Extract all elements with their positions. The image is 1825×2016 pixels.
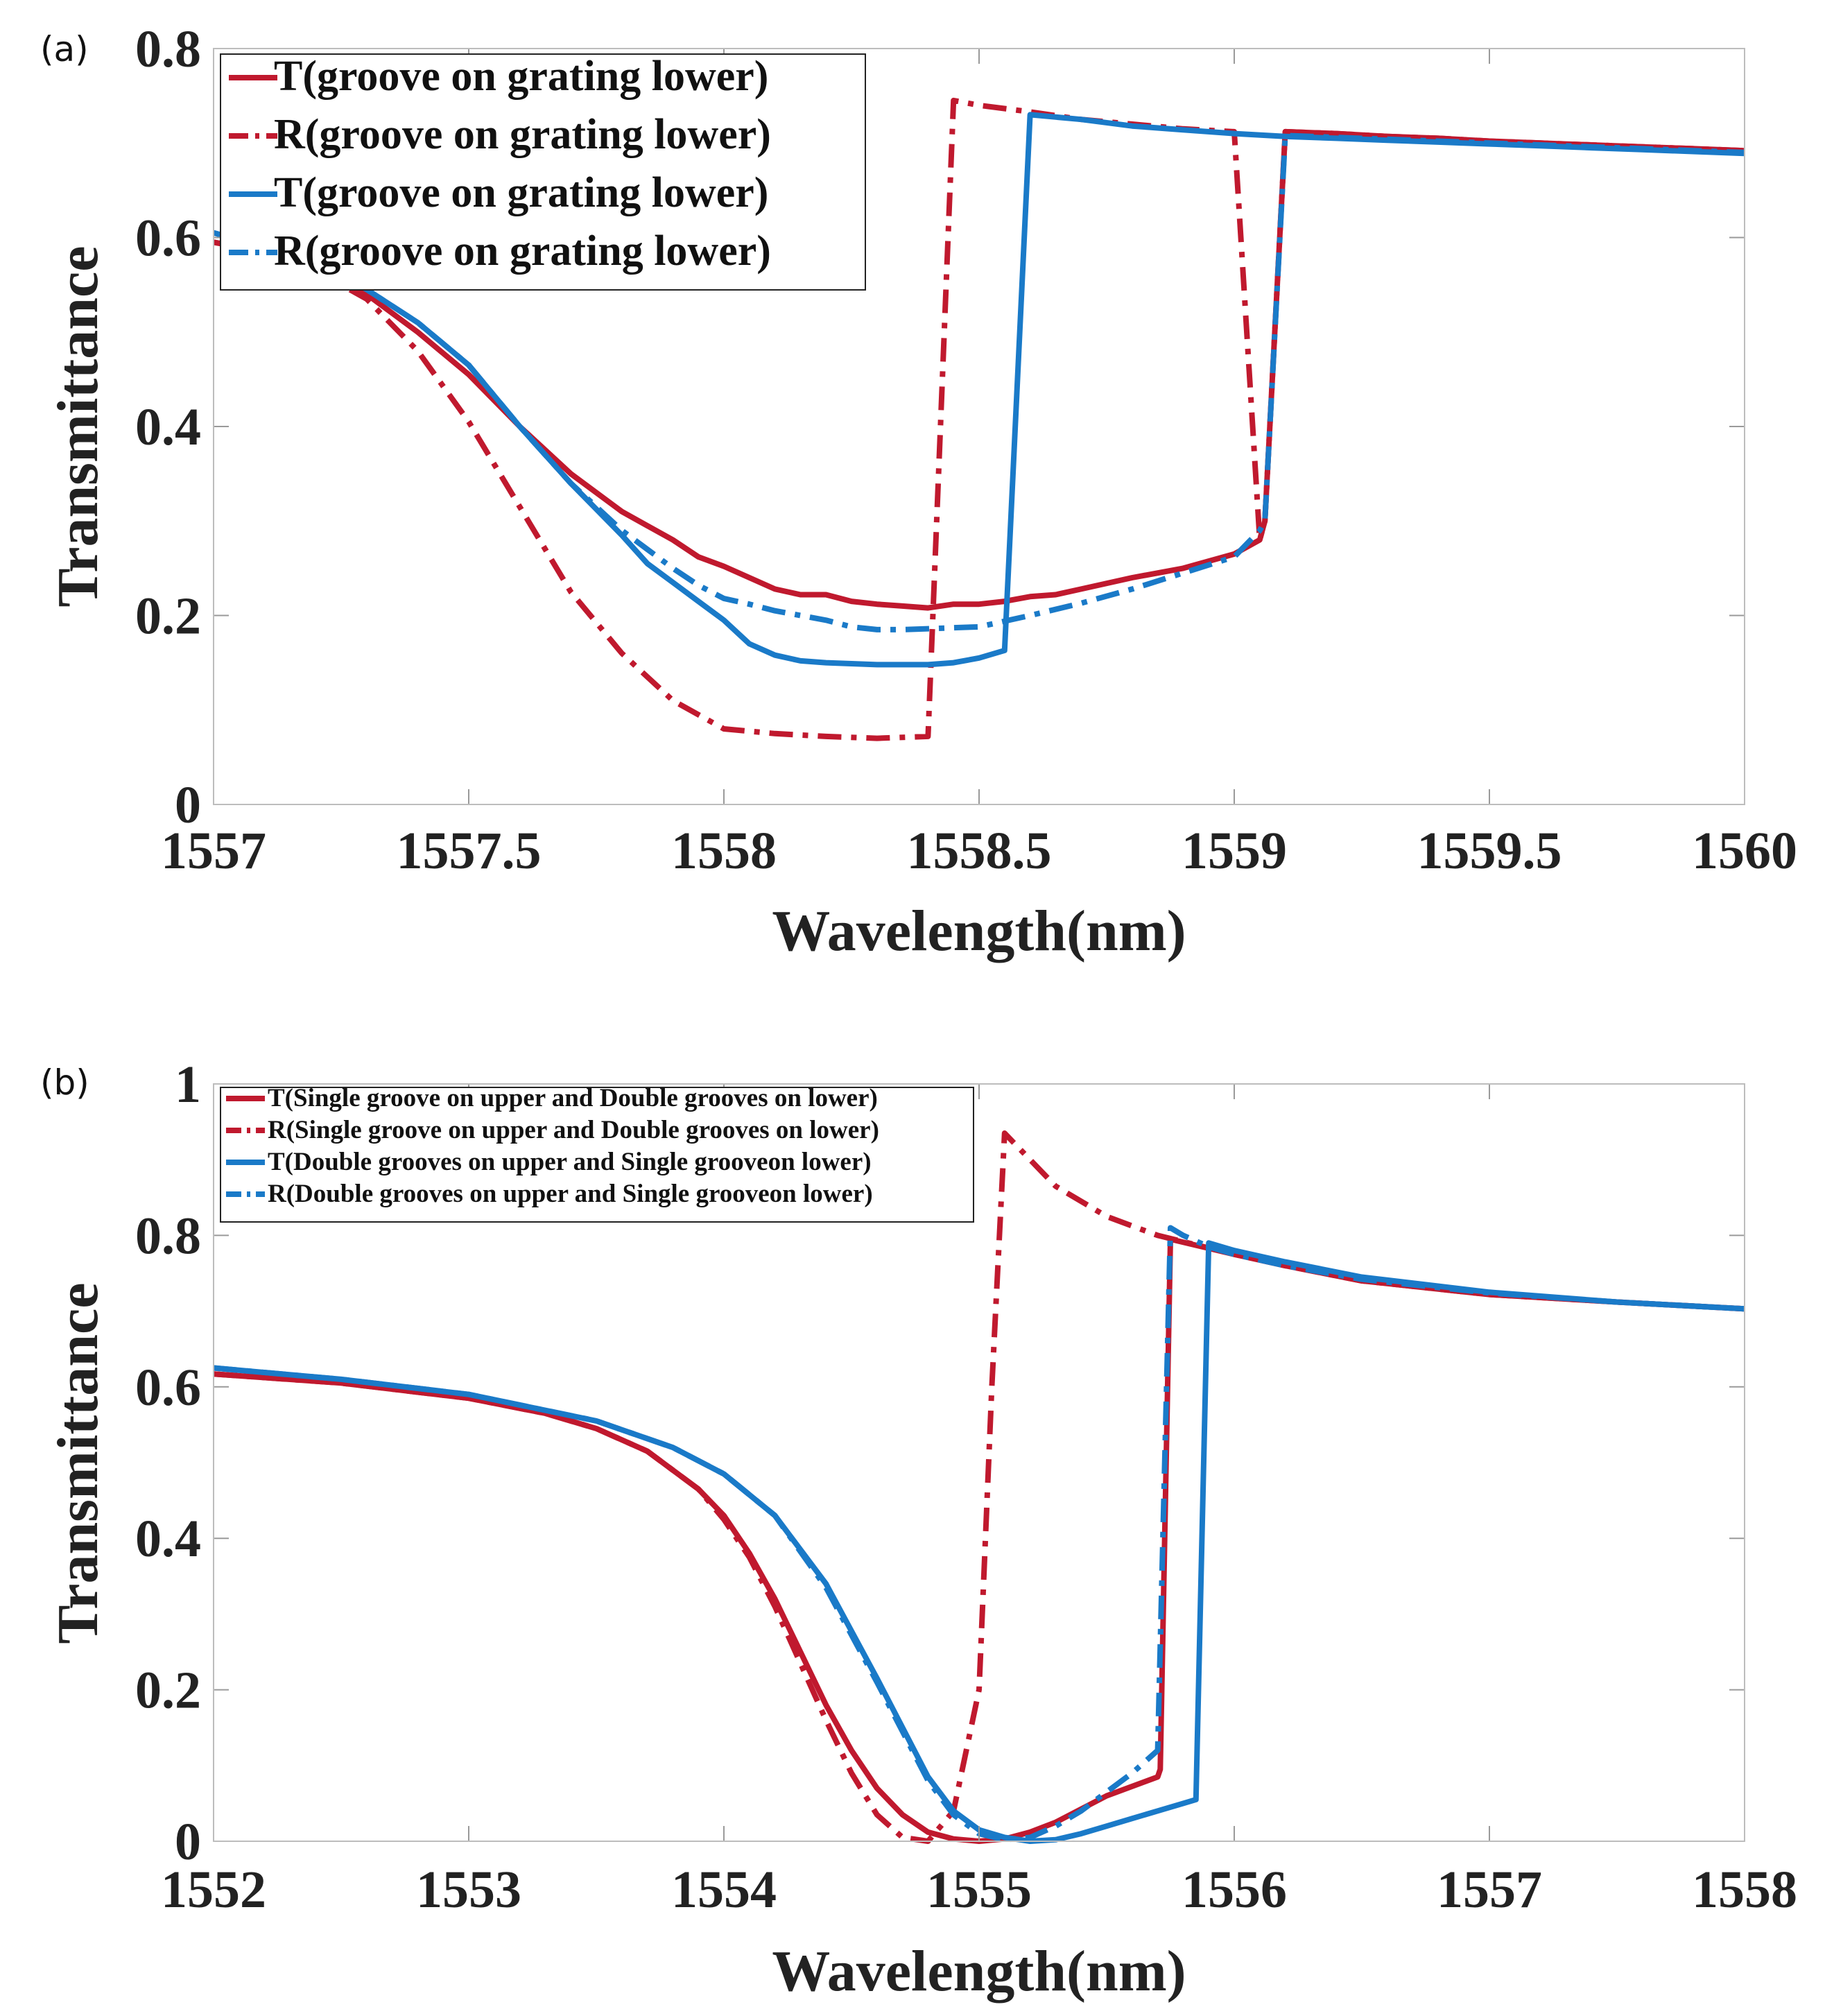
x-tick-label-a: 1560 xyxy=(1692,822,1797,880)
x-axis-title-b: Wavelength(nm) xyxy=(772,1939,1186,2004)
x-tick-label-b: 1556 xyxy=(1182,1861,1287,1919)
panel-b: (b) 1552 1553 1554 1555 1556 1557 1558 0 0.2 0.4 0… xyxy=(40,1056,1797,2004)
legend-b: T(Single groove on upper and Double groo… xyxy=(220,1084,974,1223)
x-axis-title-a: Wavelength(nm) xyxy=(772,899,1186,963)
y-axis-title-b: Transmittance xyxy=(46,1282,110,1644)
tick-layer-a: 1557 1557.5 1558 1558.5 1559 1559.5 1560 0 0.2 0.… xyxy=(135,20,1797,880)
legend-label-a-2: R(groove on grating lower) xyxy=(274,111,771,158)
series-layer-a xyxy=(212,97,1745,741)
x-tick-label-a: 1558 xyxy=(671,822,777,880)
legend-label-b-2: R(Single groove on upper and Double groo… xyxy=(268,1116,879,1144)
plot-frame-a xyxy=(213,48,1745,805)
x-tick-label-b: 1555 xyxy=(926,1861,1032,1919)
legend-label-a-3: T(groove on grating lower) xyxy=(274,169,768,216)
legend-label-b-4: R(Double grooves on upper and Single gro… xyxy=(268,1180,873,1208)
series-line-b-1 xyxy=(213,1236,1745,1844)
y-tick-label-a: 0.8 xyxy=(135,20,201,78)
legend-box-a xyxy=(220,53,866,291)
x-tick-label-a: 1559 xyxy=(1182,822,1287,880)
y-tick-label-a: 0.4 xyxy=(135,398,201,456)
y-tick-label-b: 0.2 xyxy=(135,1662,201,1720)
series-layer-b xyxy=(213,1130,1745,1844)
x-tick-label-b: 1557 xyxy=(1437,1861,1542,1919)
y-tick-label-b: 0 xyxy=(175,1813,201,1871)
y-tick-label-a: 0 xyxy=(175,776,201,834)
x-tick-label-b: 1558 xyxy=(1692,1861,1797,1919)
panel-label-b: (b) xyxy=(40,1062,89,1103)
x-tick-label-b: 1554 xyxy=(671,1861,777,1919)
y-tick-label-a: 0.2 xyxy=(135,587,201,646)
x-tick-label-a: 1559.5 xyxy=(1417,822,1562,880)
legend-label-b-3: T(Double grooves on upper and Single gro… xyxy=(268,1148,872,1176)
legend-label-a-1: T(groove on grating lower) xyxy=(274,53,768,100)
y-axis-title-a: Transmittance xyxy=(46,245,110,607)
series-line-a-2 xyxy=(213,97,1745,741)
y-tick-label-b: 0.6 xyxy=(135,1359,201,1417)
legend-label-b-1: T(Single groove on upper and Double groo… xyxy=(268,1084,878,1112)
panel-label-a: (a) xyxy=(40,29,89,69)
series-line-b-3 xyxy=(213,1240,1745,1844)
legend-a: T(groove on grating lower) R(groove on gr… xyxy=(220,53,866,291)
y-tick-label-b: 0.4 xyxy=(135,1510,201,1568)
series-line-a-4 xyxy=(212,132,1745,632)
x-tick-label-b: 1552 xyxy=(161,1861,266,1919)
y-tick-label-b: 1 xyxy=(175,1056,201,1114)
x-tick-label-a: 1557 xyxy=(161,822,266,880)
tick-layer-b: 1552 1553 1554 1555 1556 1557 1558 0 0.2 0.4 0.6 0.… xyxy=(135,1056,1797,1919)
series-line-b-2 xyxy=(213,1130,1745,1844)
y-tick-label-a: 0.6 xyxy=(135,209,201,268)
panel-a: (a) 1557 1557.5 1558 1558.5 1559 1559.5 1560 0 0… xyxy=(40,20,1797,963)
series-line-b-4 xyxy=(213,1225,1745,1843)
plot-frame-b xyxy=(213,1083,1745,1842)
y-tick-label-b: 0.8 xyxy=(135,1207,201,1265)
x-tick-label-a: 1558.5 xyxy=(907,822,1052,880)
x-tick-label-a: 1557.5 xyxy=(397,822,542,880)
legend-label-a-4: R(groove on grating lower) xyxy=(274,227,771,275)
legend-box-b xyxy=(220,1087,974,1223)
x-tick-label-b: 1553 xyxy=(416,1861,521,1919)
